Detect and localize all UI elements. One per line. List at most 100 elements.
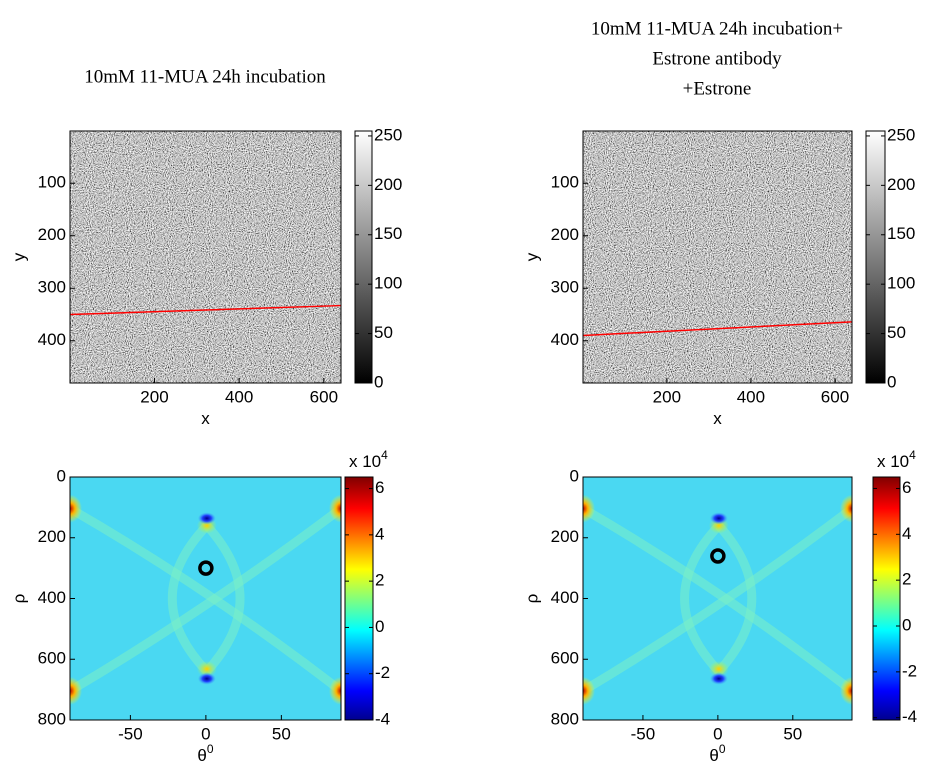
hough-band xyxy=(70,504,341,695)
plot-area xyxy=(583,131,852,383)
colorbar-tick-label: -2 xyxy=(375,663,390,682)
y-tick-label: 100 xyxy=(38,173,66,192)
x-axis-label-text: x xyxy=(713,409,722,428)
y-axis-label: y xyxy=(522,252,541,261)
colorbar-tick-label: 250 xyxy=(374,125,402,144)
hough-band xyxy=(715,522,757,675)
axes-box xyxy=(69,130,342,384)
hough-peak xyxy=(708,660,729,677)
colorbar-tick-label: 0 xyxy=(374,372,383,391)
marker xyxy=(198,560,214,576)
axes-box xyxy=(582,130,853,384)
colorbar-tick-label: 6 xyxy=(375,478,384,497)
colorbar-tick-label: 100 xyxy=(374,274,402,293)
y-tick-label: 800 xyxy=(38,709,66,728)
y-tick-label: 800 xyxy=(551,709,579,728)
hough-peak xyxy=(329,676,341,705)
hough-band xyxy=(680,522,723,675)
y-axis-label: ρ xyxy=(9,594,28,604)
colorbar-tick-label: 50 xyxy=(887,323,906,342)
x-tick-label: 400 xyxy=(737,387,765,406)
colorbar-multiplier-exp: 4 xyxy=(381,448,388,462)
profile-line xyxy=(583,321,852,337)
colorbar-multiplier-base: x 10 xyxy=(877,452,909,471)
x-tick-label: 0 xyxy=(713,724,722,743)
colorbar-tick-label: -2 xyxy=(902,661,917,680)
panel-title: 10mM 11-MUA 24h incubation xyxy=(84,66,326,87)
y-tick-label: 400 xyxy=(551,588,579,607)
panel-title: Estrone antibody xyxy=(652,48,782,69)
x-tick-label: -50 xyxy=(631,724,656,743)
profile-line xyxy=(70,304,341,316)
y-tick-label: 200 xyxy=(38,225,66,244)
y-tick-label: 200 xyxy=(38,527,66,546)
hough-band xyxy=(70,504,341,695)
hough-peak xyxy=(329,494,341,523)
colorbar xyxy=(344,476,374,721)
y-tick-label: 400 xyxy=(38,330,66,349)
hough-peak xyxy=(70,494,82,523)
x-axis-label: θ0 xyxy=(709,742,725,765)
y-tick-label: 0 xyxy=(570,466,579,485)
y-tick-label: 200 xyxy=(551,225,579,244)
x-axis-label-text: θ xyxy=(197,746,206,765)
colorbar-multiplier-base: x 10 xyxy=(349,452,381,471)
y-axis-label: ρ xyxy=(522,594,541,604)
x-axis-label-sup: 0 xyxy=(719,742,726,756)
x-tick-label: 600 xyxy=(310,387,338,406)
hough-band xyxy=(167,522,211,675)
x-tick-label: 50 xyxy=(783,724,802,743)
colorbar xyxy=(354,130,373,384)
x-tick-label: 600 xyxy=(821,387,849,406)
y-tick-label: 400 xyxy=(38,588,66,607)
hough-peak xyxy=(196,660,217,677)
x-axis-label: x xyxy=(713,409,722,428)
image-texture xyxy=(583,131,852,383)
marker xyxy=(710,548,726,564)
x-tick-label: 50 xyxy=(272,724,291,743)
colorbar-tick-label: 0 xyxy=(902,615,911,634)
colorbar-tick-label: 150 xyxy=(374,224,402,243)
image-texture xyxy=(70,131,341,383)
colorbar-tick-label: -4 xyxy=(902,707,917,726)
colorbar xyxy=(872,476,901,721)
colorbar-tick-label: 0 xyxy=(375,617,384,636)
colorbar-tick-label: 4 xyxy=(375,524,384,543)
x-axis-label-text: θ xyxy=(709,746,718,765)
hough-band xyxy=(583,504,852,695)
y-tick-label: 400 xyxy=(551,330,579,349)
colorbar-tick-label: 100 xyxy=(887,274,915,293)
colorbar-multiplier-exp: 4 xyxy=(909,448,916,462)
colorbar-multiplier: x 104 xyxy=(877,448,916,471)
y-tick-label: 300 xyxy=(551,278,579,297)
panel-title: 10mM 11-MUA 24h incubation+ xyxy=(591,18,843,39)
hough-peak xyxy=(583,676,595,705)
colorbar-tick-label: 200 xyxy=(374,175,402,194)
colorbar-tick-label: 4 xyxy=(902,524,911,543)
colorbar-tick-label: 200 xyxy=(887,175,915,194)
x-axis-label: x xyxy=(201,409,210,428)
y-tick-label: 600 xyxy=(551,649,579,668)
y-tick-label: 100 xyxy=(551,173,579,192)
hough-peak xyxy=(583,494,595,523)
colorbar-tick-label: -4 xyxy=(375,709,390,728)
x-tick-label: 200 xyxy=(653,387,681,406)
hough-peak xyxy=(70,676,82,705)
x-tick-label: 400 xyxy=(225,387,253,406)
hough-trough xyxy=(197,672,216,685)
hough-trough xyxy=(709,672,728,685)
colorbar-tick-label: 150 xyxy=(887,224,915,243)
colorbar-tick-label: 0 xyxy=(887,372,896,391)
y-tick-label: 600 xyxy=(38,649,66,668)
plot-area xyxy=(70,477,341,720)
hough-trough xyxy=(197,512,216,525)
y-tick-label: 300 xyxy=(38,278,66,297)
x-tick-label: -50 xyxy=(118,724,143,743)
colorbar-tick-label: 50 xyxy=(374,323,393,342)
hough-peak xyxy=(840,676,852,705)
x-axis-label: θ0 xyxy=(197,742,213,765)
panel-title: +Estrone xyxy=(683,78,752,99)
x-axis-label-sup: 0 xyxy=(207,742,214,756)
hough-peak xyxy=(840,494,852,523)
